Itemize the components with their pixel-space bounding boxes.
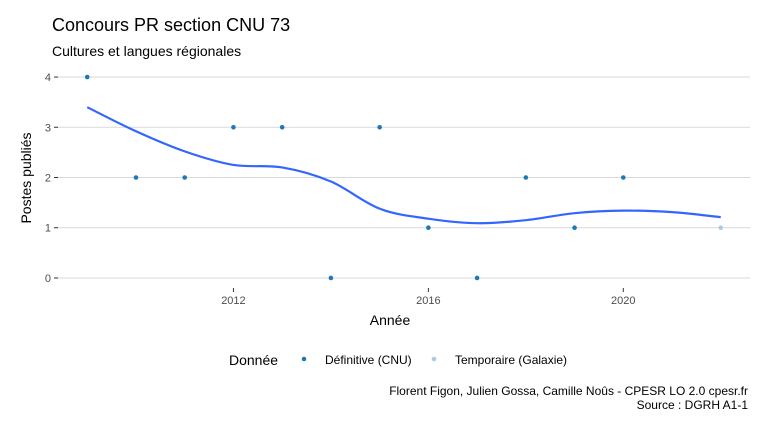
y-axis-ticks: 0 1 2 3 4 [45, 72, 58, 285]
x-tick-label-2020: 2020 [611, 295, 635, 307]
chart-title: Concours PR section CNU 73 [52, 15, 291, 35]
point-definitive-2010 [133, 175, 139, 180]
point-definitive-2020 [620, 175, 626, 180]
y-tick-label-4: 4 [45, 72, 51, 84]
point-definitive-2012 [231, 124, 236, 130]
chart-subtitle: Cultures et langues régionales [52, 43, 242, 59]
legend-key-temporaire [431, 356, 437, 362]
point-definitive-2016 [426, 225, 431, 231]
point-definitive-2019 [572, 225, 577, 231]
point-definitive-2015 [377, 124, 382, 130]
point-temporaire-2022 [718, 225, 724, 231]
y-tick-label-0: 0 [45, 273, 51, 285]
y-tick-label-1: 1 [45, 223, 51, 235]
caption-source: Source : DGRH A1-1 [636, 398, 748, 412]
caption: Florent Figon, Julien Gossa, Camille Noû… [389, 384, 748, 412]
data-points [84, 74, 724, 281]
point-definitive-2011 [182, 175, 188, 180]
grid-lines [58, 76, 750, 279]
point-definitive-2009 [84, 74, 90, 80]
point-definitive-2014 [328, 275, 334, 281]
legend-title: Donnée [229, 352, 278, 368]
caption-authors: Florent Figon, Julien Gossa, Camille Noû… [389, 384, 748, 398]
legend: Donnée Définitive (CNU) Temporaire (Gala… [229, 352, 567, 368]
smooth-curve-layer [86, 106, 721, 225]
legend-key-definitive [301, 356, 307, 362]
point-definitive-2017 [474, 275, 480, 281]
point-definitive-2013 [279, 124, 285, 130]
x-axis-ticks: 2012 2016 2020 [221, 288, 636, 307]
y-tick-label-2: 2 [45, 173, 51, 185]
x-axis-label: Année [370, 312, 411, 328]
point-definitive-2018 [523, 175, 529, 180]
y-tick-label-3: 3 [45, 122, 51, 134]
smooth-curve [86, 106, 721, 225]
legend-label-temporaire: Temporaire (Galaxie) [455, 353, 567, 367]
x-tick-label-2012: 2012 [221, 295, 245, 307]
x-tick-label-2016: 2016 [416, 295, 440, 307]
legend-label-definitive: Définitive (CNU) [325, 353, 412, 367]
y-axis-label: Postes publiés [18, 132, 34, 223]
